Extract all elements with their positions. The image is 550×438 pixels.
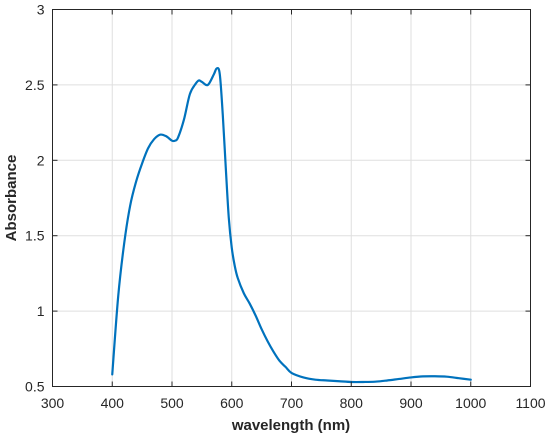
y-tick-label: 1.5	[25, 228, 45, 244]
y-axis-label: Absorbance	[3, 155, 20, 242]
x-tick-label: 500	[160, 395, 184, 411]
y-tick-label: 1	[37, 303, 45, 319]
x-tick-label: 400	[101, 395, 125, 411]
y-tick-label: 2.5	[25, 77, 45, 93]
x-tick-label: 900	[399, 395, 423, 411]
x-tick-label: 600	[220, 395, 244, 411]
x-tick-label: 1000	[455, 395, 486, 411]
y-axis-ticks: 0.5 1 1.5 2 2.5 3	[25, 2, 531, 395]
grid	[52, 9, 531, 387]
y-tick-label: 3	[37, 2, 45, 18]
x-tick-label: 300	[41, 395, 65, 411]
series-layer	[111, 67, 472, 384]
x-axis-label: wavelength (nm)	[231, 417, 350, 434]
x-tick-label: 700	[280, 395, 304, 411]
x-tick-label: 1100	[515, 395, 545, 411]
x-tick-label: 800	[340, 395, 364, 411]
x-axis-ticks: 300 400 500 600 700 800 900 1000 1100	[41, 9, 546, 411]
absorbance-series-line	[111, 67, 472, 384]
y-tick-label: 0.5	[25, 379, 45, 395]
y-tick-label: 2	[37, 152, 45, 168]
